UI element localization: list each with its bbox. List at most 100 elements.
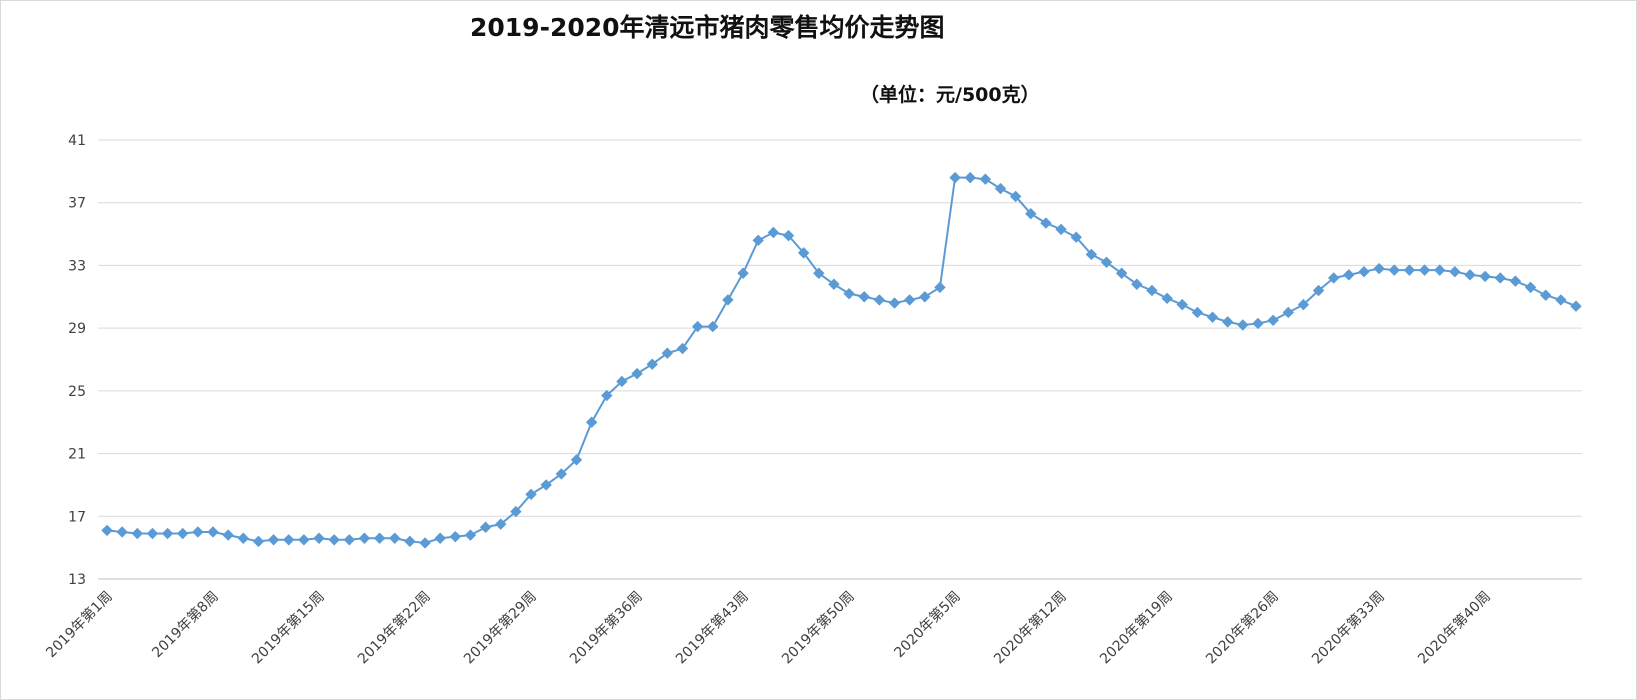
- data-point: [994, 182, 1007, 195]
- data-point: [828, 278, 840, 290]
- data-point: [873, 294, 886, 306]
- data-point: [1131, 278, 1143, 290]
- data-point: [919, 291, 931, 303]
- x-tick-label: 2019年第1周: [43, 588, 116, 661]
- data-point: [1555, 294, 1567, 306]
- x-tick-label: 2020年第5周: [891, 588, 964, 661]
- x-tick-label: 2019年第8周: [149, 588, 222, 661]
- data-point: [722, 294, 734, 306]
- data-point: [510, 505, 522, 518]
- x-tick-label: 2020年第33周: [1308, 588, 1388, 668]
- data-point: [1025, 207, 1037, 220]
- data-point: [1009, 190, 1022, 203]
- data-point: [161, 527, 174, 540]
- data-point: [237, 532, 250, 544]
- data-point: [1479, 270, 1491, 283]
- data-point: [479, 521, 492, 533]
- data-point: [1449, 265, 1461, 278]
- data-point: [707, 320, 719, 333]
- data-point: [979, 173, 992, 185]
- data-point: [525, 488, 537, 501]
- data-point: [404, 535, 416, 548]
- data-point: [661, 347, 674, 359]
- data-point: [964, 171, 976, 184]
- data-point: [934, 281, 946, 294]
- data-point: [1267, 314, 1279, 327]
- data-point: [1070, 231, 1082, 243]
- data-point: [1433, 264, 1446, 276]
- y-tick-label: 13: [68, 572, 86, 588]
- data-point: [464, 529, 477, 541]
- x-tick-label: 2020年第19周: [1096, 588, 1176, 668]
- data-point: [298, 534, 310, 546]
- data-point: [1176, 298, 1188, 311]
- data-point: [389, 532, 401, 544]
- x-tick-label: 2020年第12周: [990, 588, 1070, 668]
- data-point: [1509, 275, 1522, 287]
- data-point: [313, 532, 325, 544]
- data-point: [1191, 306, 1204, 319]
- chart-title: 2019-2020年清远市猪肉零售均价走势图: [470, 13, 945, 42]
- data-point: [782, 229, 795, 242]
- data-point: [888, 297, 901, 309]
- data-point: [1161, 292, 1173, 305]
- data-point: [631, 367, 643, 380]
- data-point: [449, 530, 462, 543]
- y-tick-label: 37: [68, 196, 86, 212]
- data-point: [131, 527, 143, 540]
- data-point: [843, 287, 855, 300]
- data-point: [495, 518, 507, 530]
- data-point: [1540, 289, 1552, 301]
- data-point: [373, 532, 386, 544]
- data-point: [767, 226, 780, 239]
- data-point: [1100, 256, 1113, 268]
- data-point: [146, 527, 159, 540]
- data-point: [570, 454, 583, 466]
- data-point: [1055, 223, 1067, 236]
- data-point: [343, 534, 356, 546]
- y-tick-label: 41: [68, 133, 86, 149]
- x-tick-label: 2019年第29周: [460, 588, 540, 668]
- data-point: [1373, 262, 1385, 275]
- data-point: [1206, 311, 1219, 323]
- data-point: [813, 267, 825, 279]
- data-point: [1221, 316, 1234, 328]
- data-point: [1040, 217, 1052, 229]
- data-point: [1237, 319, 1249, 331]
- data-point: [283, 534, 295, 546]
- data-point: [1252, 317, 1264, 330]
- data-point: [676, 342, 689, 355]
- y-tick-label: 33: [68, 258, 86, 274]
- data-point: [1403, 264, 1416, 276]
- data-point: [1418, 264, 1431, 276]
- data-point: [267, 534, 280, 546]
- y-tick-label: 25: [68, 384, 86, 400]
- x-tick-label: 2019年第15周: [248, 588, 328, 668]
- data-point: [101, 524, 113, 537]
- data-point: [1343, 269, 1355, 281]
- data-point: [1282, 306, 1294, 319]
- data-point: [116, 526, 128, 538]
- data-point: [358, 532, 371, 544]
- data-point: [555, 468, 568, 480]
- data-point: [1494, 272, 1506, 284]
- data-point: [858, 291, 870, 303]
- data-point: [434, 532, 446, 544]
- data-point: [1358, 265, 1370, 278]
- data-point: [1327, 272, 1340, 284]
- data-point: [1570, 300, 1582, 312]
- y-tick-label: 29: [68, 321, 86, 337]
- series-line: [106, 176, 1577, 544]
- data-point: [1115, 267, 1128, 279]
- data-point: [601, 389, 613, 402]
- data-point: [691, 320, 704, 333]
- data-point: [1297, 298, 1310, 311]
- unit-label: （单位：元/500克）: [860, 84, 1040, 106]
- data-point: [616, 375, 628, 388]
- data-point: [222, 529, 234, 541]
- data-point: [1388, 264, 1400, 276]
- data-point: [1085, 248, 1098, 261]
- y-tick-label: 21: [68, 447, 86, 463]
- data-point: [252, 535, 265, 548]
